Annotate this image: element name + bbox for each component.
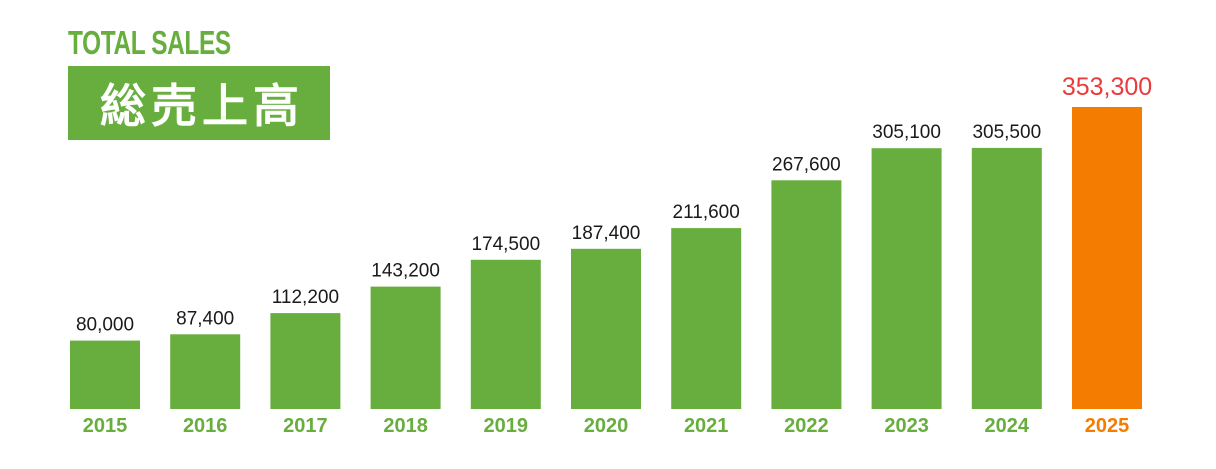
chart-title-box: 総売上高 [68,66,330,140]
bar-2024 [971,147,1042,409]
year-label-2020: 2020 [584,415,629,437]
year-label-2015: 2015 [83,415,128,437]
bar-2023 [871,148,942,409]
value-label-2025: 353,300 [1062,73,1152,101]
value-label-2019: 174,500 [471,234,540,255]
year-label-2025: 2025 [1085,415,1130,437]
value-label-2020: 187,400 [572,223,641,244]
value-label-2023: 305,100 [872,122,941,143]
bar-2018 [370,286,441,409]
year-label-2023: 2023 [884,415,929,437]
value-label-2024: 305,500 [972,122,1041,143]
year-label-2016: 2016 [183,415,228,437]
bar-2019 [470,259,541,409]
bar-2025 [1072,107,1142,409]
bar-2017 [270,313,341,409]
year-label-2018: 2018 [383,415,428,437]
year-label-2019: 2019 [484,415,529,437]
value-label-2015: 80,000 [76,315,134,336]
value-label-2022: 267,600 [772,154,841,175]
value-label-2018: 143,200 [371,261,440,282]
bar-2015 [70,340,140,409]
year-label-2024: 2024 [985,415,1030,437]
bar-2022 [771,180,842,409]
year-label-2017: 2017 [283,415,328,437]
year-label-2021: 2021 [684,415,729,437]
bar-2021 [671,228,742,409]
bar-2020 [571,248,641,409]
value-label-2016: 87,400 [176,308,234,329]
chart-title-jp: 総売上高 [100,79,304,133]
value-label-2017: 112,200 [272,287,339,308]
chart-title-en: TOTAL SALES [68,24,231,61]
value-label-2021: 211,600 [673,202,740,223]
year-label-2022: 2022 [784,415,829,437]
bar-2016 [170,334,241,409]
